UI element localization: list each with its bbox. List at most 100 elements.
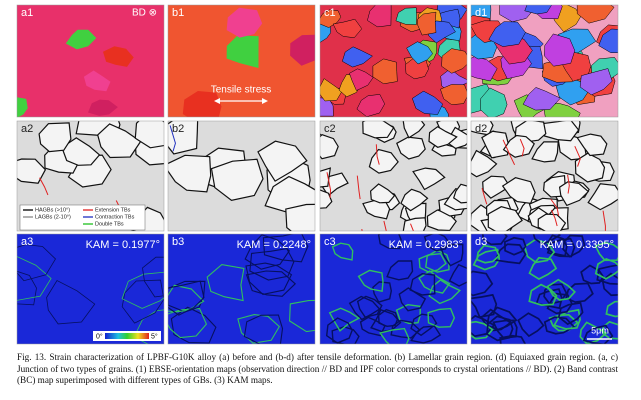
kam-boundary: [543, 283, 568, 305]
grain-boundary: [587, 183, 618, 211]
panel-border: [319, 4, 468, 118]
kam-boundary: [206, 264, 245, 302]
kam-boundary: [532, 234, 561, 245]
grain-boundary: [61, 137, 101, 166]
grain-boundary: [396, 136, 426, 160]
kam-boundary: [448, 263, 467, 287]
twin-boundary: [550, 198, 560, 216]
grain-boundary: [452, 183, 467, 204]
kam-boundary: [46, 279, 96, 325]
panel-border: [167, 233, 316, 345]
kam-boundary: [168, 280, 205, 316]
kam-boundary: [168, 284, 205, 313]
twin-boundary: [169, 125, 176, 152]
grain-boundary: [471, 149, 498, 178]
panel-label: d2: [475, 123, 487, 135]
grain: [182, 91, 222, 117]
legend-label: LAGBs (2-10°): [35, 214, 71, 220]
legend-label: HAGBs (>10°): [35, 207, 70, 213]
twin-boundary: [602, 210, 606, 231]
grain-boundary: [320, 134, 339, 160]
panel: b3: [167, 233, 316, 345]
grain-boundary: [168, 121, 199, 155]
kam-boundary: [356, 295, 383, 318]
grain: [417, 11, 437, 36]
kam-value: KAM = 0.2248°: [237, 239, 311, 251]
twin-boundary: [519, 138, 525, 157]
panel-border: [470, 120, 619, 232]
kam-boundary: [243, 314, 284, 344]
kam-boundary: [348, 295, 381, 321]
micrograph: [17, 234, 164, 344]
arrow-head: [214, 98, 268, 104]
grain-boundary: [402, 121, 426, 139]
figure-caption: Fig. 13. Strain characterization of LPBF…: [17, 352, 618, 385]
legend-box: [19, 204, 146, 231]
micrograph: [471, 5, 618, 117]
grain: [480, 87, 508, 117]
kam-value: KAM = 0.3395°: [540, 239, 614, 251]
grain: [367, 5, 392, 28]
panel-border: [470, 233, 619, 345]
grain: [83, 70, 111, 92]
grain-boundary: [210, 158, 264, 201]
kam-boundary: [325, 317, 353, 344]
build-direction: BD ⊗: [132, 8, 157, 19]
panel-label: a3: [21, 236, 33, 248]
micrograph: [320, 234, 467, 344]
kam-boundary: [517, 312, 545, 338]
twin-boundary: [375, 144, 380, 165]
panel-label: a1: [21, 7, 33, 19]
kam-boundary: [543, 316, 576, 335]
grain: [395, 7, 417, 25]
colorbar-max: 5°: [151, 332, 158, 340]
grain-boundary: [400, 188, 429, 212]
grain-boundary: [487, 206, 523, 231]
kam-boundary: [377, 234, 402, 250]
kam-boundary: [357, 269, 384, 293]
grain-boundary: [537, 213, 567, 231]
twin-boundary: [383, 220, 387, 231]
grain-boundary: [285, 203, 315, 231]
grain-boundary: [134, 121, 164, 149]
grain: [524, 5, 552, 15]
kam-boundary: [565, 282, 594, 303]
kam-boundary: [475, 244, 501, 264]
grain-boundary: [501, 177, 536, 205]
panel-label: d1: [475, 7, 487, 19]
kam-boundary: [594, 258, 618, 280]
twin-boundary: [356, 175, 361, 200]
kam-boundary: [331, 242, 354, 261]
panel: c1: [319, 4, 468, 118]
kam-boundary: [471, 293, 498, 319]
kam-boundary: [379, 327, 410, 344]
grain-boundary: [542, 121, 580, 142]
kam-boundary: [428, 279, 462, 305]
panel-border: [319, 233, 468, 345]
twin-boundary: [410, 223, 414, 231]
kam-boundary: [546, 234, 568, 257]
panel: d2: [470, 120, 619, 232]
kam-boundary: [439, 243, 464, 267]
panel-label: a2: [21, 123, 33, 135]
grain: [576, 5, 615, 24]
grain-boundary: [531, 141, 559, 163]
grain: [406, 41, 434, 65]
legend-label: Contraction TBs: [95, 214, 135, 220]
panel: a3: [16, 233, 165, 345]
kam-boundary: [602, 320, 618, 340]
twin-boundary: [481, 188, 488, 205]
grain-boundary: [558, 181, 590, 207]
kam-boundary: [471, 270, 494, 297]
grain: [103, 46, 134, 67]
kam-boundary: [418, 252, 447, 273]
grain: [342, 46, 373, 68]
panel-label: b3: [172, 236, 184, 248]
kam-boundary: [528, 256, 558, 280]
grain: [17, 97, 28, 117]
kam-boundary: [262, 234, 309, 263]
micrograph: [320, 121, 467, 231]
colorbar: [105, 333, 149, 339]
panel-label: c1: [324, 7, 336, 19]
